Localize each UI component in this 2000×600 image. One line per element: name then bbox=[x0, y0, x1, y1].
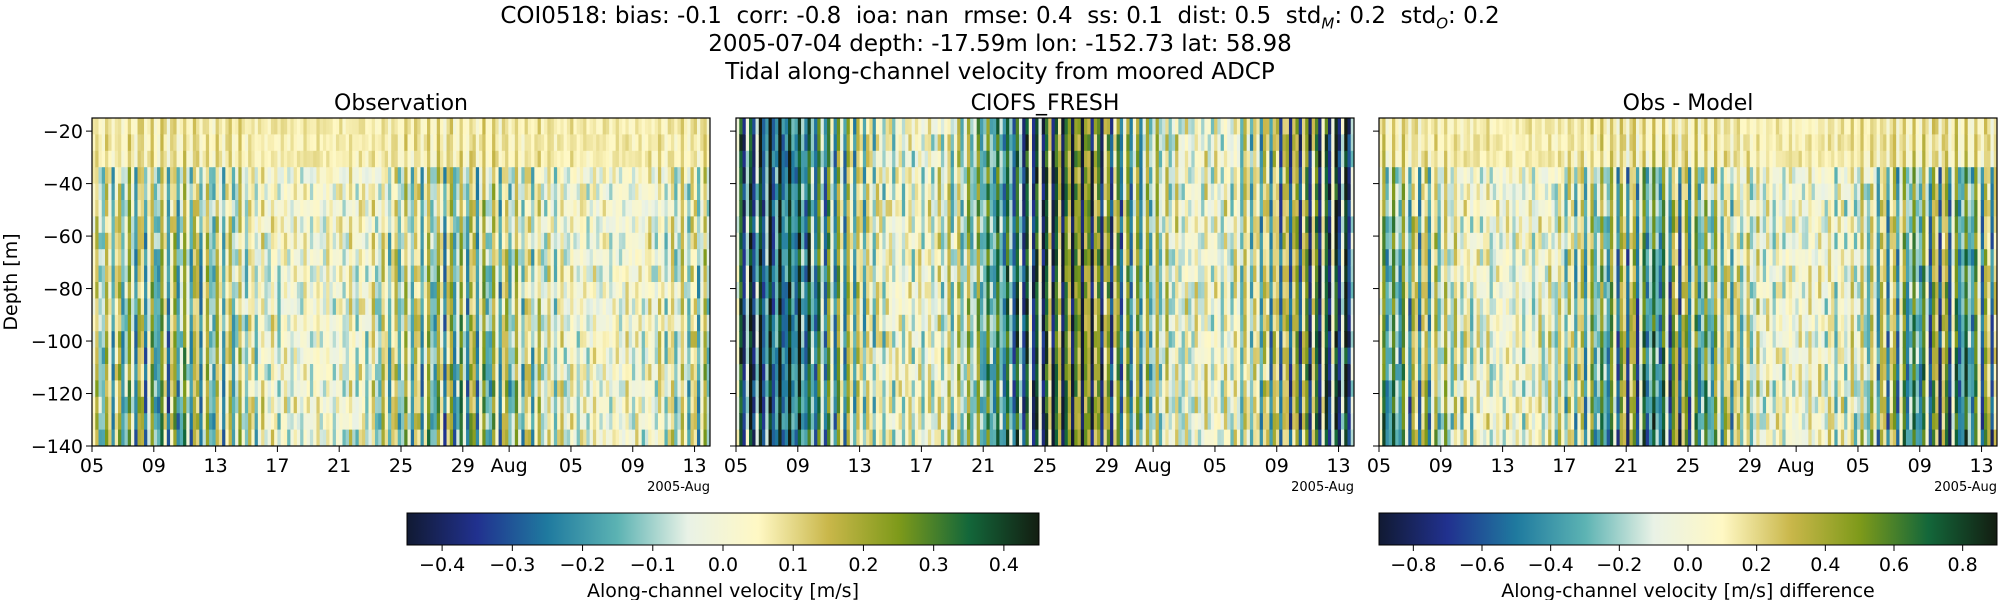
colorbar-2: −0.8 −0.6 −0.4 −0.2 0.0 0.2 0.4 0.6 0.8 Along-cha… bbox=[1378, 512, 1998, 600]
x-tick-label: 29 bbox=[1095, 455, 1119, 477]
colorbar-tick-label: 0.3 bbox=[919, 554, 949, 576]
x-tick-label: 13 bbox=[204, 455, 228, 477]
x-tick-label: 05 bbox=[1367, 455, 1391, 477]
x-tick-label: Aug bbox=[1135, 455, 1172, 477]
figure-title-stats: COI0518: bias: -0.1 corr: -0.8 ioa: nan … bbox=[0, 2, 2000, 38]
y-tick-label: −140 bbox=[31, 436, 83, 458]
x-tick-label: 05 bbox=[80, 455, 104, 477]
x-tick-label: 09 bbox=[1908, 455, 1932, 477]
colorbar-tick-label: 0.2 bbox=[848, 554, 878, 576]
colorbar-1: −0.4 −0.3 −0.2 −0.1 0.0 0.1 0.2 0.3 0.4 Along-cha… bbox=[406, 512, 1040, 600]
colorbar-tick-label: 0.2 bbox=[1742, 554, 1772, 576]
x-tick-label: 21 bbox=[1614, 455, 1638, 477]
stat-std-model: stdM: 0.2 bbox=[1285, 3, 1386, 33]
panel-title: Observation bbox=[334, 91, 468, 116]
x-tick-label: 29 bbox=[451, 455, 475, 477]
stat-ioa: ioa: nan bbox=[855, 3, 949, 29]
x-tick-label: 05 bbox=[559, 455, 583, 477]
panel-title: Obs - Model bbox=[1623, 91, 1754, 116]
stat-bias: COI0518: bias: -0.1 bbox=[500, 3, 722, 29]
colorbar-tick-label: 0.4 bbox=[989, 554, 1019, 576]
heatmap-field bbox=[736, 118, 1354, 446]
colorbar-tick-label: −0.4 bbox=[1528, 554, 1574, 576]
colorbar-gradient bbox=[1378, 512, 1998, 546]
stat-std-obs: stdO: 0.2 bbox=[1400, 3, 1500, 33]
x-offset-label: 2005-Aug bbox=[1934, 480, 1997, 495]
x-tick-label: 17 bbox=[909, 455, 933, 477]
x-tick-label: 21 bbox=[327, 455, 351, 477]
y-tick-label: −20 bbox=[43, 121, 83, 143]
x-tick-label: 09 bbox=[786, 455, 810, 477]
colorbar-tick-label: 0.1 bbox=[778, 554, 808, 576]
x-tick-label: 05 bbox=[1203, 455, 1227, 477]
x-tick-label: Aug bbox=[1778, 455, 1815, 477]
x-tick-label: Aug bbox=[491, 455, 528, 477]
x-tick-label: 13 bbox=[682, 455, 706, 477]
colorbar-tick-label: −0.6 bbox=[1459, 554, 1505, 576]
x-tick-label: 25 bbox=[1676, 455, 1700, 477]
x-tick-label: 25 bbox=[1033, 455, 1057, 477]
colorbar-tick-label: 0.6 bbox=[1879, 554, 1909, 576]
y-tick-label: −60 bbox=[43, 226, 83, 248]
x-offset-label: 2005-Aug bbox=[647, 480, 710, 495]
colorbar-tick-label: −0.3 bbox=[489, 554, 535, 576]
panel-title: CIOFS_FRESH bbox=[971, 91, 1120, 116]
x-tick-label: 17 bbox=[265, 455, 289, 477]
colorbar-tick-label: 0.8 bbox=[1948, 554, 1978, 576]
figure-subtitle-location: 2005-07-04 depth: -17.59m lon: -152.73 l… bbox=[708, 31, 1292, 57]
panel-3: Obs - Model 05 09 13 17 21 25 29 Aug 05 09 13 2005-A… bbox=[1367, 91, 1998, 495]
x-offset-label: 2005-Aug bbox=[1291, 480, 1354, 495]
y-tick-label: −120 bbox=[31, 384, 83, 406]
colorbar-gradient bbox=[406, 512, 1040, 546]
colorbar-tick-label: −0.2 bbox=[1596, 554, 1642, 576]
x-tick-label: 29 bbox=[1738, 455, 1762, 477]
x-tick-label: 05 bbox=[1846, 455, 1870, 477]
x-tick-label: 21 bbox=[971, 455, 995, 477]
x-tick-label: 13 bbox=[848, 455, 872, 477]
x-tick-label: 13 bbox=[1969, 455, 1993, 477]
figure-subtitle-description: Tidal along-channel velocity from moored… bbox=[725, 59, 1275, 85]
x-tick-label: 13 bbox=[1491, 455, 1515, 477]
x-tick-label: 13 bbox=[1326, 455, 1350, 477]
y-axis-label: Depth [m] bbox=[0, 233, 22, 330]
colorbar-tick-label: −0.1 bbox=[630, 554, 676, 576]
heatmap-field bbox=[1379, 118, 1997, 446]
y-tick-label: −100 bbox=[31, 331, 83, 353]
stat-rmse: rmse: 0.4 bbox=[963, 3, 1073, 29]
x-tick-label: 09 bbox=[1265, 455, 1289, 477]
x-tick-label: 05 bbox=[724, 455, 748, 477]
colorbar-tick-label: −0.2 bbox=[559, 554, 605, 576]
x-tick-label: 09 bbox=[1429, 455, 1453, 477]
colorbar-tick-label: −0.4 bbox=[419, 554, 465, 576]
y-tick-label: −40 bbox=[43, 174, 83, 196]
colorbar-tick-label: 0.0 bbox=[1673, 554, 1703, 576]
x-tick-label: 09 bbox=[142, 455, 166, 477]
x-tick-label: 09 bbox=[621, 455, 645, 477]
stat-corr: corr: -0.8 bbox=[736, 3, 842, 29]
colorbar-tick-label: 0.0 bbox=[708, 554, 738, 576]
panel-2: CIOFS_FRESH 05 09 13 17 21 25 29 Aug 05 09 13 2005-A… bbox=[724, 91, 1355, 495]
colorbar-tick-label: −0.8 bbox=[1390, 554, 1436, 576]
heatmap-field bbox=[92, 118, 710, 446]
stat-ss: ss: 0.1 bbox=[1087, 3, 1163, 29]
x-tick-label: 25 bbox=[389, 455, 413, 477]
colorbar-tick-label: 0.4 bbox=[1810, 554, 1840, 576]
colorbar-label: Along-channel velocity [m/s] difference bbox=[1501, 580, 1874, 600]
colorbar-label: Along-channel velocity [m/s] bbox=[587, 580, 859, 600]
x-tick-label: 17 bbox=[1552, 455, 1576, 477]
y-tick-label: −80 bbox=[43, 279, 83, 301]
stat-dist: dist: 0.5 bbox=[1177, 3, 1272, 29]
